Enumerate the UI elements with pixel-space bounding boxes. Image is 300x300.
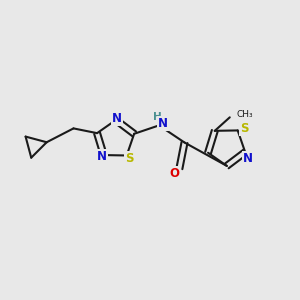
Text: S: S bbox=[125, 152, 134, 165]
Text: N: N bbox=[158, 117, 168, 130]
Text: O: O bbox=[169, 167, 179, 180]
Text: CH₃: CH₃ bbox=[236, 110, 253, 119]
Text: N: N bbox=[97, 150, 107, 163]
Text: H: H bbox=[153, 112, 162, 122]
Text: N: N bbox=[243, 152, 253, 165]
Text: S: S bbox=[240, 122, 248, 135]
Text: N: N bbox=[112, 112, 122, 125]
